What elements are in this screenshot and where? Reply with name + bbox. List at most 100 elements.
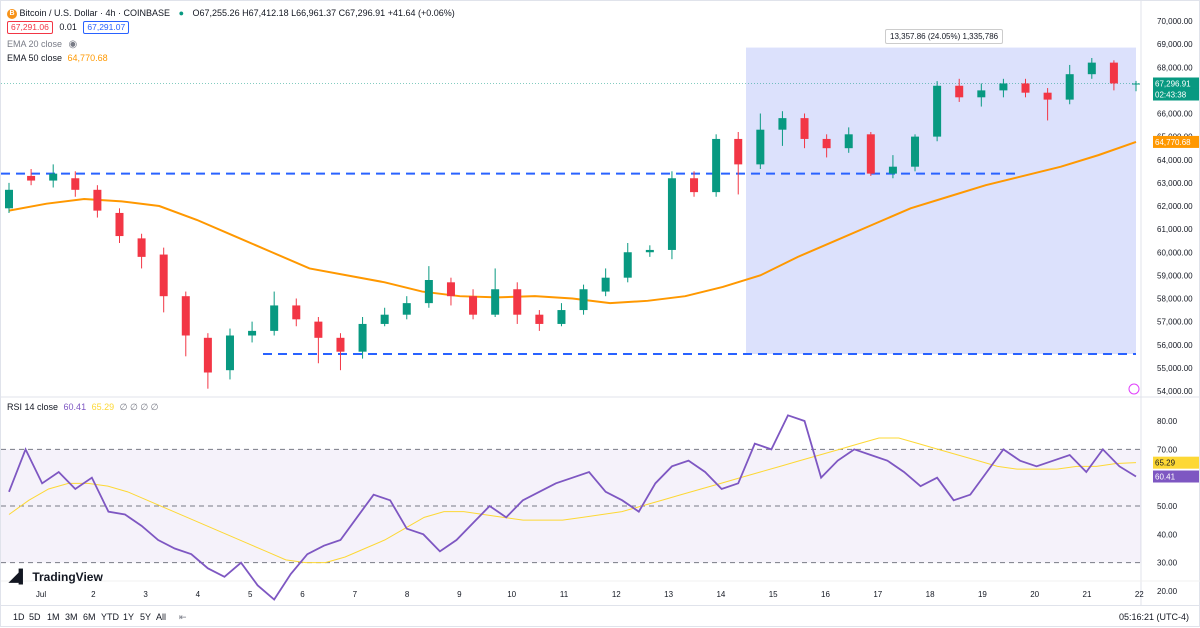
alert-icon[interactable] [1128, 383, 1140, 395]
time-axis-label: 5 [248, 590, 253, 599]
candle-body[interactable] [756, 129, 765, 165]
time-axis-label: 14 [716, 590, 725, 599]
candle-body[interactable] [1109, 62, 1118, 84]
rsi-legend[interactable]: RSI 14 close 60.41 65.29 ∅ ∅ ∅ ∅ [7, 401, 159, 413]
tradingview-logo: ◢▍ TradingView [9, 569, 103, 584]
candle-body[interactable] [159, 254, 168, 297]
candle-body[interactable] [49, 173, 58, 181]
candle-body[interactable] [203, 337, 212, 373]
chart-canvas[interactable]: 70,000.0069,000.0068,000.0067,000.0066,0… [1, 1, 1200, 605]
spread-value: 0.01 [59, 22, 77, 32]
symbol-title[interactable]: Bitcoin / U.S. Dollar · 4h · COINBASE [19, 8, 171, 18]
price-axis-label: 56,000.00 [1157, 341, 1193, 350]
candle-body[interactable] [822, 138, 831, 149]
ema50-legend[interactable]: EMA 50 close 64,770.68 [7, 52, 108, 64]
candle-body[interactable] [115, 212, 124, 237]
range-all-button[interactable]: All [156, 612, 167, 622]
symbol-legend: B Bitcoin / U.S. Dollar · 4h · COINBASE … [7, 7, 455, 19]
rsi-line[interactable] [8, 414, 1137, 601]
candle-body[interactable] [336, 337, 345, 352]
range-5y-button[interactable]: 5Y [140, 612, 152, 622]
candle-body[interactable] [27, 175, 36, 181]
rsi-ma-value: 65.29 [91, 402, 115, 412]
clock-time[interactable]: 05:16:21 (UTC-4) [1118, 612, 1189, 622]
rsi-extra: ∅ ∅ ∅ ∅ [119, 402, 159, 412]
candle-body[interactable] [778, 118, 787, 130]
candle-body[interactable] [513, 289, 522, 315]
price-axis-label: 60,000.00 [1157, 248, 1193, 257]
candle-body[interactable] [955, 85, 964, 98]
candle-body[interactable] [645, 249, 654, 253]
candle-body[interactable] [71, 178, 80, 190]
time-axis-label: 15 [769, 590, 778, 599]
candle-body[interactable] [1132, 83, 1140, 85]
range-1m-button[interactable]: 1M [47, 612, 60, 622]
candle-body[interactable] [469, 296, 478, 315]
rsi-ma-line[interactable] [8, 437, 1137, 564]
date-range-icon[interactable]: ⇤ [179, 612, 187, 622]
candle-body[interactable] [800, 118, 809, 139]
candle-body[interactable] [292, 305, 301, 320]
candle-body[interactable] [248, 330, 257, 336]
time-axis-label: 11 [560, 590, 569, 599]
ema20-legend[interactable]: EMA 20 close ◉ [7, 38, 77, 51]
time-axis-label: 8 [405, 590, 410, 599]
candle-body[interactable] [93, 189, 102, 211]
bottom-toolbar: 1D 5D 1M 3M 6M YTD 1Y 5Y All ⇤ 05:16:21 … [1, 605, 1200, 628]
range-ytd-button[interactable]: YTD [101, 612, 119, 622]
candle-body[interactable] [402, 303, 411, 315]
candle-body[interactable] [579, 289, 588, 311]
candle-body[interactable] [225, 335, 234, 371]
price-axis-label: 59,000.00 [1157, 271, 1193, 280]
candle-body[interactable] [424, 280, 433, 304]
time-axis-label: 17 [873, 590, 882, 599]
candle-body[interactable] [1043, 92, 1052, 100]
candle-body[interactable] [380, 314, 389, 324]
candle-body[interactable] [1087, 62, 1096, 75]
range-3m-button[interactable]: 3M [65, 612, 78, 622]
range-6m-button[interactable]: 6M [83, 612, 96, 622]
candle-body[interactable] [314, 321, 323, 338]
last-price-tag-bg [1153, 77, 1199, 90]
candle-body[interactable] [181, 296, 190, 336]
candle-body[interactable] [535, 314, 544, 324]
candle-body[interactable] [999, 83, 1008, 91]
sell-price-button[interactable]: 67,291.06 [7, 21, 53, 34]
ema50-price-tag-bg [1153, 135, 1199, 148]
range-1y-button[interactable]: 1Y [123, 612, 135, 622]
ema50-line[interactable] [8, 140, 1137, 305]
candle-body[interactable] [667, 178, 676, 250]
candle-body[interactable] [866, 134, 875, 174]
candle-body[interactable] [557, 310, 566, 324]
buy-price-button[interactable]: 67,291.07 [83, 21, 130, 34]
price-axis-label: 58,000.00 [1157, 295, 1193, 304]
candle-body[interactable] [734, 138, 743, 165]
time-axis-label: 13 [664, 590, 673, 599]
price-axis-label: 70,000.00 [1157, 17, 1193, 26]
price-axis-label: 62,000.00 [1157, 202, 1193, 211]
candle-body[interactable] [888, 166, 897, 174]
candle-body[interactable] [491, 289, 500, 315]
candle-body[interactable] [1065, 74, 1074, 100]
rsi-label: RSI 14 close [7, 402, 59, 412]
candle-body[interactable] [977, 90, 986, 98]
range-5d-button[interactable]: 5D [29, 612, 41, 622]
candle-body[interactable] [712, 138, 721, 193]
candle-body[interactable] [137, 238, 146, 257]
candle-body[interactable] [933, 85, 942, 137]
candle-body[interactable] [5, 189, 13, 209]
candle-body[interactable] [446, 282, 455, 297]
candle-body[interactable] [911, 136, 920, 167]
candle-body[interactable] [270, 305, 279, 331]
countdown-tag: 02:43:38 [1155, 91, 1187, 100]
countdown-tag-bg [1153, 88, 1199, 101]
candle-body[interactable] [358, 323, 367, 352]
range-1d-button[interactable]: 1D [13, 612, 25, 622]
candle-body[interactable] [1021, 83, 1030, 93]
eye-icon[interactable]: ◉ [68, 39, 78, 50]
ema50-label: EMA 50 close [7, 53, 63, 63]
candle-body[interactable] [601, 277, 610, 292]
candle-body[interactable] [844, 134, 853, 149]
candle-body[interactable] [690, 178, 699, 193]
candle-body[interactable] [623, 252, 632, 278]
